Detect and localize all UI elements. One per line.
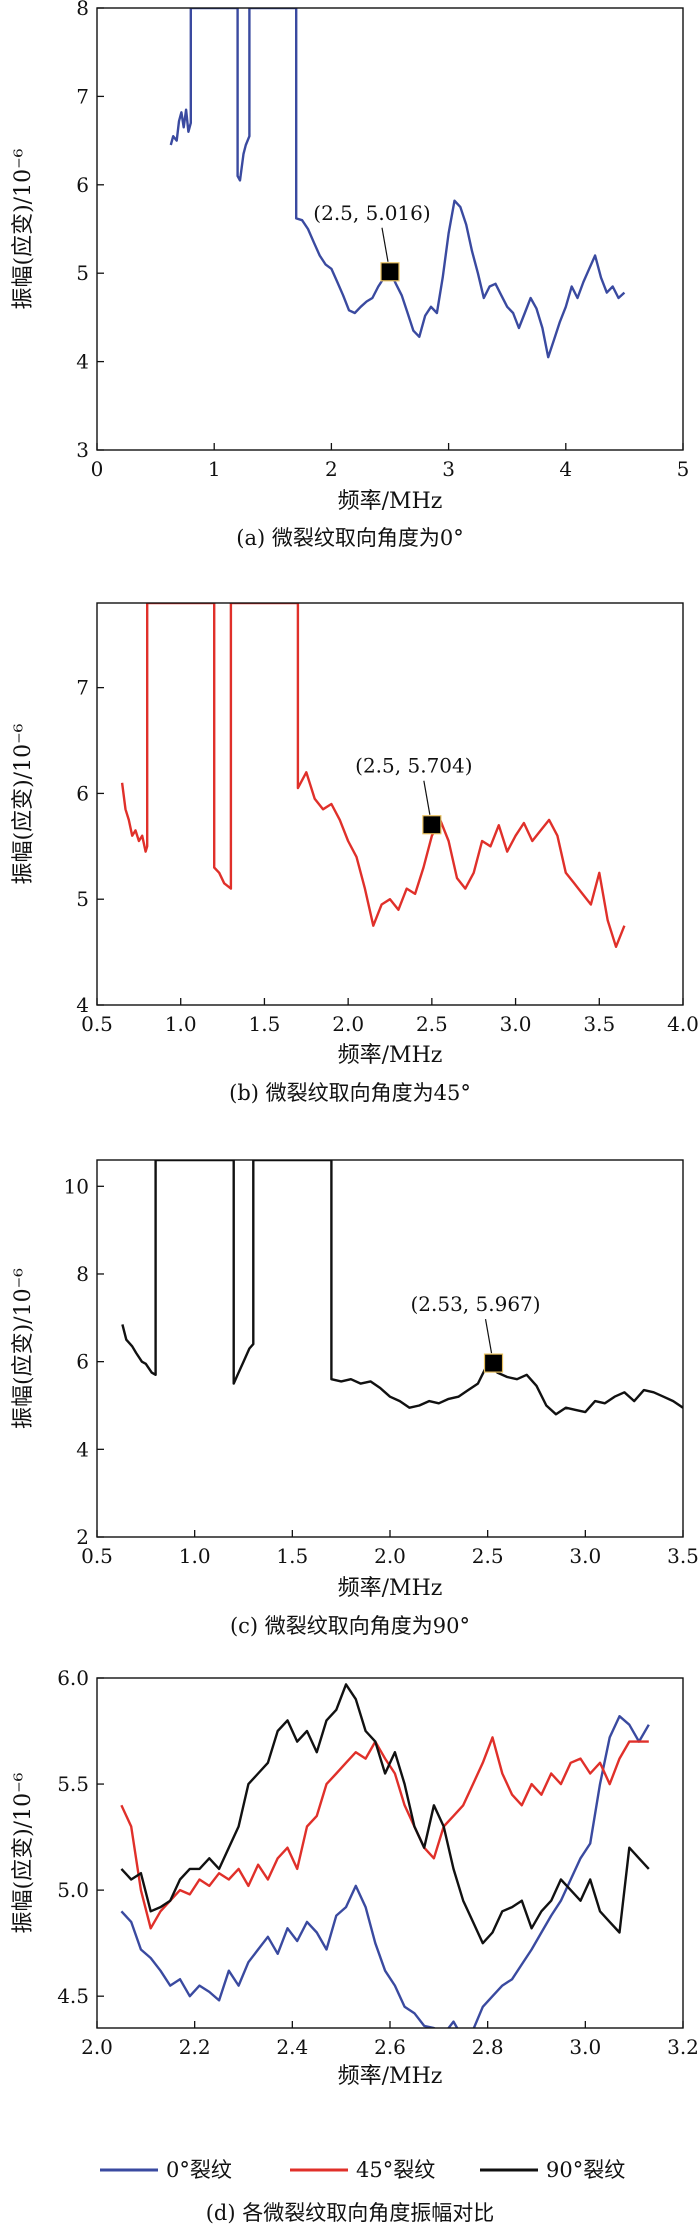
y-tick-label: 4 <box>76 1437 89 1461</box>
x-tick-label: 0.5 <box>81 1544 113 1568</box>
y-tick-label: 8 <box>76 1262 89 1286</box>
y-axis-label: 振幅(应变)/10⁻⁶ <box>11 148 36 309</box>
x-tick-label: 2.0 <box>81 2035 113 2059</box>
y-tick-label: 5 <box>76 261 89 285</box>
x-tick-label: 2.4 <box>276 2035 308 2059</box>
x-tick-label: 3 <box>442 457 455 481</box>
y-tick-label: 8 <box>76 0 89 20</box>
series-line-3-2 <box>120 1683 650 1945</box>
legend-label: 45°裂纹 <box>356 2158 435 2182</box>
y-tick-label: 6 <box>76 1350 89 1374</box>
data-tip-marker <box>380 262 400 282</box>
plot-frame <box>96 1159 684 1538</box>
x-tick-label: 2.0 <box>374 1544 406 1568</box>
x-tick-label: 3.5 <box>583 1012 615 1036</box>
y-tick-label: 4 <box>76 993 89 1017</box>
legend-label: 90°裂纹 <box>546 2158 625 2182</box>
data-tip-leader <box>381 227 389 262</box>
data-tip-marker <box>483 1353 504 1373</box>
x-axis-label: 频率/MHz <box>338 1043 443 1068</box>
x-tick-label: 1.0 <box>179 1544 211 1568</box>
legend-label: 0°裂纹 <box>166 2158 232 2182</box>
y-tick-label: 7 <box>76 84 89 108</box>
y-tick-label: 6 <box>76 781 89 805</box>
data-tip-label: (2.53, 5.967) <box>410 1292 540 1316</box>
x-axis-label: 频率/MHz <box>338 2064 443 2089</box>
y-axis-label: 振幅(应变)/10⁻⁶ <box>11 723 36 884</box>
x-tick-label: 3.0 <box>500 1012 532 1036</box>
x-tick-label: 2.6 <box>374 2035 406 2059</box>
x-tick-label: 3.0 <box>569 1544 601 1568</box>
plot-frame <box>96 602 684 1006</box>
x-tick-label: 1.0 <box>165 1012 197 1036</box>
chart-panel-3: 2.0 2.2 2.4 2.6 2.8 3.0 3.2 4.5 5.0 5.5 6.0 频率/MHz 振… <box>11 1666 699 2225</box>
x-tick-label: 2.5 <box>472 1544 504 1568</box>
y-tick-label: 4 <box>76 350 89 374</box>
x-tick-label: 2.8 <box>472 2035 504 2059</box>
panel-caption: (b) 微裂纹取向角度为45° <box>229 1081 471 1105</box>
plot-frame <box>96 1677 684 2029</box>
x-tick-label: 1 <box>208 457 221 481</box>
data-tip-label: (2.5, 5.016) <box>313 201 430 225</box>
x-tick-label: 3.2 <box>667 2035 699 2059</box>
y-tick-label: 3 <box>76 438 89 462</box>
y-tick-label: 6 <box>76 173 89 197</box>
y-tick-label: 2 <box>76 1525 89 1549</box>
series-line-0-0 <box>169 8 626 359</box>
data-tip-marker <box>422 815 442 835</box>
x-tick-label: 1.5 <box>276 1544 308 1568</box>
x-axis-label: 频率/MHz <box>338 1576 443 1601</box>
panel-caption: (a) 微裂纹取向角度为0° <box>236 526 463 550</box>
series-line-3-0 <box>120 1714 650 2028</box>
y-tick-label: 7 <box>76 676 89 700</box>
y-tick-label: 10 <box>64 1174 89 1198</box>
x-tick-label: 2.0 <box>332 1012 364 1036</box>
chart-panel-0: 0 1 2 3 4 5 3 4 5 6 7 8 频率/MHz 振幅(应变)/10⁻⁶ (a) 微裂纹取向角度… <box>11 0 689 550</box>
plot-frame <box>96 7 684 451</box>
y-tick-label: 5 <box>76 887 89 911</box>
data-tip-leader <box>484 1318 493 1354</box>
panel-caption: (d) 各微裂纹取向角度振幅对比 <box>206 2201 495 2225</box>
y-tick-label: 6.0 <box>57 1666 89 1690</box>
data-tip-leader <box>423 780 431 815</box>
x-axis-label: 频率/MHz <box>338 489 443 514</box>
x-tick-label: 2.5 <box>416 1012 448 1036</box>
x-tick-label: 2 <box>325 457 338 481</box>
x-tick-label: 3.0 <box>569 2035 601 2059</box>
y-axis-label: 振幅(应变)/10⁻⁶ <box>11 1268 36 1429</box>
x-tick-label: 3.5 <box>667 1544 699 1568</box>
x-tick-label: 4.0 <box>667 1012 699 1036</box>
x-tick-label: 5 <box>677 457 690 481</box>
series-line-1-0 <box>120 603 626 948</box>
y-axis-label: 振幅(应变)/10⁻⁶ <box>11 1772 36 1933</box>
data-tip-label: (2.5, 5.704) <box>355 754 472 778</box>
x-tick-label: 0 <box>91 457 104 481</box>
panel-caption: (c) 微裂纹取向角度为90° <box>230 1614 470 1638</box>
y-tick-label: 4.5 <box>57 1984 89 2008</box>
chart-panel-2: 0.5 1.0 1.5 2.0 2.5 3.0 3.5 2 4 6 8 10 频率/MHz 振幅(应变)/… <box>11 1159 699 1638</box>
series-line-3-1 <box>120 1736 649 1930</box>
x-tick-label: 1.5 <box>249 1012 281 1036</box>
x-tick-label: 2.2 <box>179 2035 211 2059</box>
chart-panel-1: 0.5 1.0 1.5 2.0 2.5 3.0 3.5 4.0 4 5 6 7 频率/MHz 振幅(应变)… <box>11 602 699 1105</box>
y-tick-label: 5.5 <box>57 1772 89 1796</box>
x-tick-label: 0.5 <box>81 1012 113 1036</box>
y-tick-label: 5.0 <box>57 1878 89 1902</box>
series-line-2-0 <box>121 1160 683 1416</box>
x-tick-label: 4 <box>559 457 572 481</box>
